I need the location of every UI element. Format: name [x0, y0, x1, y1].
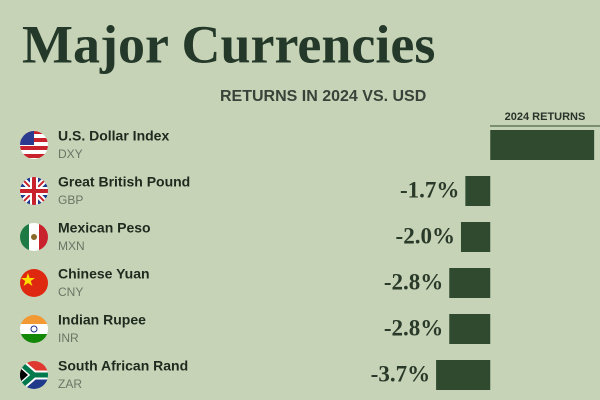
value-label: -2.0%	[396, 223, 455, 248]
bar	[490, 130, 595, 160]
category-name: Great British Pound	[58, 174, 190, 190]
bar	[460, 222, 491, 252]
flag-za	[20, 361, 48, 389]
flag-gb	[20, 177, 48, 205]
category-name: Mexican Peso	[58, 220, 151, 236]
category-name: U.S. Dollar Index	[58, 128, 169, 144]
chart-title: Major Currencies	[22, 14, 435, 74]
chart-subtitle: RETURNS IN 2024 VS. USD	[220, 88, 426, 105]
flag-cn	[20, 269, 48, 297]
bar	[449, 314, 491, 344]
value-label: -2.8%	[384, 315, 443, 340]
category-code: MXN	[58, 239, 85, 253]
flag-in	[20, 315, 48, 343]
value-label: -1.7%	[400, 177, 459, 202]
value-label: -3.7%	[371, 361, 430, 386]
category-code: GBP	[58, 193, 83, 207]
category-code: INR	[58, 331, 79, 345]
column-header: 2024 RETURNS	[505, 111, 586, 123]
bar	[449, 268, 491, 298]
category-code: ZAR	[58, 377, 82, 391]
category-name: Indian Rupee	[58, 312, 146, 328]
value-label: -2.8%	[384, 269, 443, 294]
flag-us	[20, 131, 48, 159]
flags	[20, 131, 48, 389]
category-name: South African Rand	[58, 358, 188, 374]
category-code: DXY	[58, 147, 83, 161]
bar	[465, 176, 491, 206]
category-name: Chinese Yuan	[58, 266, 150, 282]
flag-mx	[20, 223, 48, 251]
bar	[436, 360, 491, 390]
category-code: CNY	[58, 285, 83, 299]
